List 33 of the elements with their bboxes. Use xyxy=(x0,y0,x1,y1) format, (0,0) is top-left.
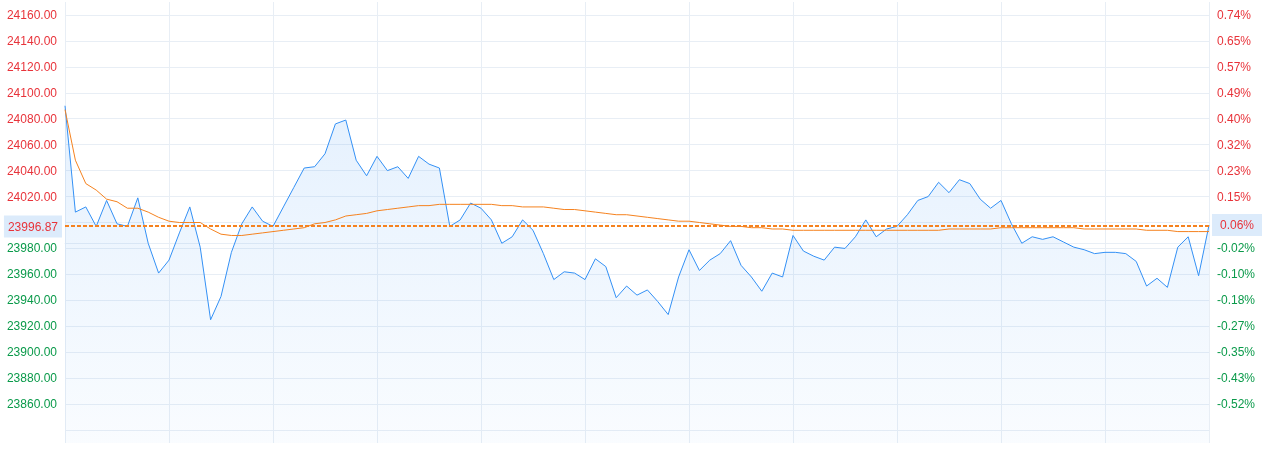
ref-line-label: 0.06% xyxy=(1220,217,1255,232)
y-tick-label: 23980.00 xyxy=(6,241,58,256)
line-series xyxy=(64,109,1210,236)
y-tick-label: 24060.00 xyxy=(6,137,58,152)
y2-tick-label: 0.65% xyxy=(1217,34,1252,49)
y2-tick-label: 0.57% xyxy=(1217,59,1252,74)
y2-tick-label: 0.74% xyxy=(1217,7,1252,22)
y-tick-label: 23860.00 xyxy=(6,397,58,412)
y-tick-label: 23940.00 xyxy=(6,293,58,308)
y2-tick-label: 0.40% xyxy=(1217,111,1252,126)
y-tick-label: 24080.00 xyxy=(6,111,58,126)
y2-tick-label: -0.10% xyxy=(1217,267,1256,282)
y-tick-label: 24120.00 xyxy=(6,59,58,74)
ref-line-label: 23996.87 xyxy=(7,219,59,234)
y2-tick-label: 0.15% xyxy=(1217,189,1252,204)
y-tick-label: 23920.00 xyxy=(6,319,58,334)
y2-tick-label: -0.43% xyxy=(1217,370,1256,385)
y-tick-label: 23960.00 xyxy=(6,267,58,282)
y-tick-label: 24160.00 xyxy=(6,7,58,22)
y-tick-label: 24020.00 xyxy=(6,189,58,204)
y-tick-label: 23880.00 xyxy=(6,371,58,386)
y2-tick-label: 0.49% xyxy=(1217,85,1252,100)
y2-tick-label: 0.23% xyxy=(1217,163,1252,178)
y-tick-label: 24140.00 xyxy=(6,33,58,48)
y2-tick-label: -0.27% xyxy=(1217,319,1256,334)
y2-tick-label: -0.02% xyxy=(1217,241,1256,256)
y-tick-label: 24100.00 xyxy=(6,85,58,100)
y2-tick-label: -0.35% xyxy=(1217,345,1256,360)
y2-tick-label: -0.52% xyxy=(1217,397,1256,412)
y2-tick-label: -0.18% xyxy=(1217,293,1256,308)
y-tick-label: 24040.00 xyxy=(6,163,58,178)
y-tick-label: 23900.00 xyxy=(6,345,58,360)
y2-tick-label: 0.32% xyxy=(1217,137,1252,152)
